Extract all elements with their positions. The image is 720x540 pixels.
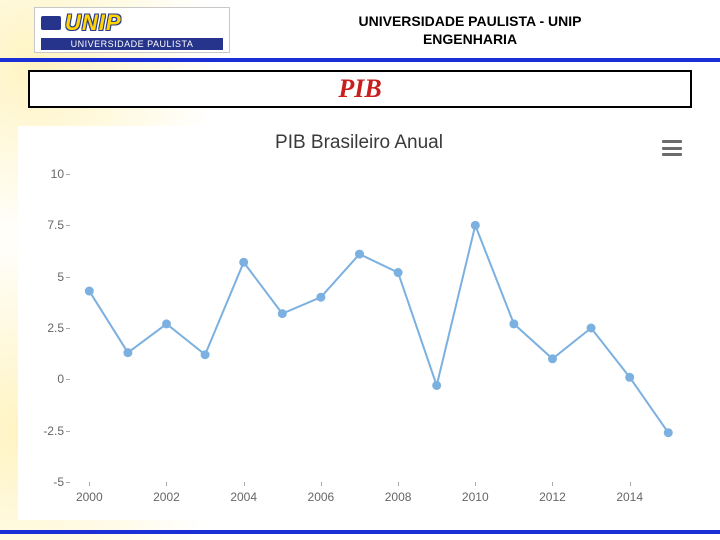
header-line-1: UNIVERSIDADE PAULISTA - UNIP [230, 13, 710, 29]
chart-marker [394, 268, 403, 277]
chart-marker [123, 348, 132, 357]
x-tick [166, 482, 167, 486]
x-tick [398, 482, 399, 486]
x-axis-label: 2008 [385, 490, 412, 504]
chart-line [89, 225, 668, 432]
x-axis-label: 2004 [230, 490, 257, 504]
y-tick [66, 431, 70, 432]
section-title: PIB [28, 70, 692, 108]
chart-panel: PIB Brasileiro Anual -5-2.502.557.510200… [18, 126, 700, 520]
logo-subtitle: UNIVERSIDADE PAULISTA [41, 38, 223, 50]
y-axis-label: 10 [51, 167, 64, 181]
y-axis-label: 5 [57, 270, 64, 284]
y-tick [66, 225, 70, 226]
header-line-2: ENGENHARIA [230, 31, 710, 47]
x-axis-label: 2002 [153, 490, 180, 504]
chart-marker [509, 319, 518, 328]
chart-marker [548, 354, 557, 363]
y-tick [66, 379, 70, 380]
y-axis-label: 2.5 [47, 321, 64, 335]
x-axis-label: 2006 [308, 490, 335, 504]
y-axis-label: 0 [57, 372, 64, 386]
section-title-container: PIB [0, 62, 720, 108]
y-tick [66, 328, 70, 329]
x-tick [630, 482, 631, 486]
chart-marker [432, 381, 441, 390]
x-tick [475, 482, 476, 486]
header-titles: UNIVERSIDADE PAULISTA - UNIP ENGENHARIA [230, 13, 710, 47]
x-axis-label: 2012 [539, 490, 566, 504]
y-axis-label: 7.5 [47, 218, 64, 232]
chart-marker [355, 250, 364, 259]
chart-marker [471, 221, 480, 230]
x-tick [321, 482, 322, 486]
x-axis-label: 2010 [462, 490, 489, 504]
x-axis-label: 2000 [76, 490, 103, 504]
y-axis-label: -5 [53, 475, 64, 489]
chart-marker [278, 309, 287, 318]
chart-marker [664, 428, 673, 437]
x-tick [244, 482, 245, 486]
footer-divider [0, 530, 720, 534]
chart-marker [201, 350, 210, 359]
logo: UNIP UNIVERSIDADE PAULISTA [34, 7, 230, 53]
chart-marker [162, 319, 171, 328]
chart-marker [587, 324, 596, 333]
logo-word: UNIP [65, 10, 122, 36]
chart-marker [239, 258, 248, 267]
chart-marker [316, 293, 325, 302]
logo-mark [41, 16, 61, 30]
chart-line-svg [70, 174, 676, 482]
chart-marker [625, 373, 634, 382]
y-axis-label: -2.5 [43, 424, 64, 438]
y-tick [66, 277, 70, 278]
chart-plot-area: -5-2.502.557.510200020022004200620082010… [70, 174, 676, 482]
page-header: UNIP UNIVERSIDADE PAULISTA UNIVERSIDADE … [0, 0, 720, 58]
y-tick [66, 174, 70, 175]
chart-marker [85, 287, 94, 296]
hamburger-icon[interactable] [662, 140, 682, 156]
x-axis-label: 2014 [616, 490, 643, 504]
x-tick [89, 482, 90, 486]
y-tick [66, 482, 70, 483]
chart-title: PIB Brasileiro Anual [18, 126, 700, 154]
x-tick [552, 482, 553, 486]
